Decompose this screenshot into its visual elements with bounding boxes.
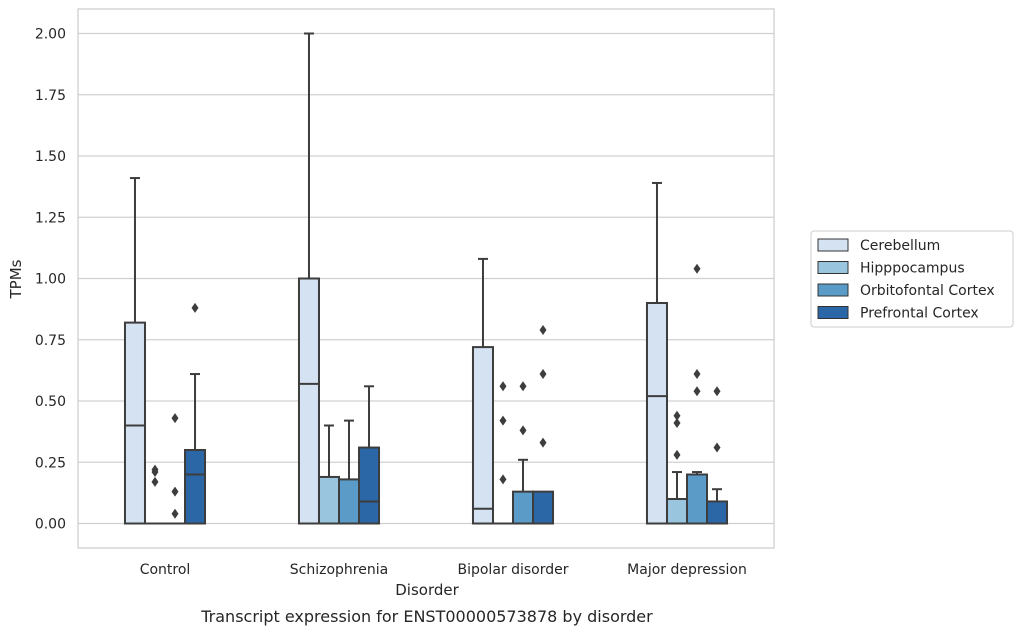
outlier-point <box>693 369 701 380</box>
box-body <box>645 302 668 525</box>
box-body <box>297 277 320 525</box>
legend-label: Prefrontal Cortex <box>860 306 979 322</box>
y-tick-label: 1.00 <box>35 272 66 288</box>
outlier-point <box>673 418 681 429</box>
box-3-0 <box>645 181 668 525</box>
outlier-point <box>693 386 701 397</box>
outlier-point <box>171 413 179 424</box>
box-0-3 <box>184 302 207 525</box>
x-tick-label: Major depression <box>627 562 747 578</box>
legend-swatch <box>817 261 849 274</box>
box-body <box>358 446 381 525</box>
outlier-point <box>499 381 507 392</box>
outlier-point <box>519 381 527 392</box>
legend-swatch <box>817 238 849 252</box>
y-tick-label: 2.00 <box>35 27 66 43</box>
chart-caption: Transcript expression for ENST0000057387… <box>200 607 653 626</box>
box-body <box>317 475 340 525</box>
box-body <box>665 498 688 525</box>
legend-box <box>810 230 1014 328</box>
outlier-point <box>539 369 547 380</box>
box-3-2 <box>686 263 709 525</box>
legend-swatch <box>817 283 849 297</box>
outlier-point <box>191 302 199 313</box>
y-tick-label: 1.25 <box>35 210 66 226</box>
plot-frame <box>77 8 775 549</box>
outlier-point <box>693 263 701 274</box>
box-body <box>686 473 709 525</box>
y-tick-label: 0.75 <box>35 333 66 349</box>
outlier-point <box>171 486 179 497</box>
box-body <box>338 478 361 525</box>
box-body <box>471 346 494 525</box>
legend: Cerebellum Hipppocampus Orbitofontal Corte… <box>810 230 1014 328</box>
y-tick-label: 0.25 <box>35 455 66 471</box>
box-0-2 <box>165 413 186 525</box>
box-1-1 <box>317 424 340 525</box>
legend-label: Cerebellum <box>860 238 940 254</box>
y-tick-labels: 0.00 0.25 0.50 0.75 1.00 1.25 1.50 1.75 2.00 <box>35 27 66 533</box>
box-body <box>184 449 207 525</box>
x-tick-label: Control <box>140 562 191 578</box>
legend-swatch <box>817 306 849 319</box>
outlier-point <box>539 324 547 335</box>
outlier-point <box>151 476 159 487</box>
box-3-3 <box>706 386 729 525</box>
box-2-3 <box>532 324 555 525</box>
box-body <box>532 490 555 525</box>
outlier-point <box>713 386 721 397</box>
legend-label: Orbitofontal Cortex <box>860 283 995 299</box>
x-tick-labels: Control Schizophrenia Bipolar disorder Majo… <box>140 562 747 578</box>
outlier-point <box>673 410 681 421</box>
box-3-1 <box>665 410 688 525</box>
outlier-point <box>673 449 681 460</box>
plot-marks <box>123 32 729 525</box>
box-2-0 <box>471 257 494 525</box>
outlier-point <box>151 467 159 478</box>
outlier-point <box>499 415 507 426</box>
outlier-point <box>519 425 527 436</box>
y-tick-label: 0.00 <box>35 517 66 533</box>
y-tick-label: 0.50 <box>35 394 66 410</box>
x-tick-label: Bipolar disorder <box>457 562 568 578</box>
y-tick-label: 1.75 <box>35 88 66 104</box>
outlier-point <box>539 437 547 448</box>
box-body <box>123 321 146 525</box>
outlier-point <box>499 474 507 485</box>
outlier-point <box>713 442 721 453</box>
box-body <box>706 500 729 525</box>
box-0-0 <box>123 177 146 525</box>
outlier-point <box>171 508 179 519</box>
x-axis-label: Disorder <box>395 581 459 599</box>
y-tick-label: 1.50 <box>35 149 66 165</box>
y-axis-label: TPMs <box>7 259 25 299</box>
box-body <box>512 490 535 525</box>
box-1-0 <box>297 32 320 525</box>
legend-label: Hipppocampus <box>860 261 965 277</box>
box-0-1 <box>144 464 165 525</box>
box-1-3 <box>358 385 381 525</box>
x-tick-label: Schizophrenia <box>290 562 388 578</box>
box-2-1 <box>492 381 513 525</box>
